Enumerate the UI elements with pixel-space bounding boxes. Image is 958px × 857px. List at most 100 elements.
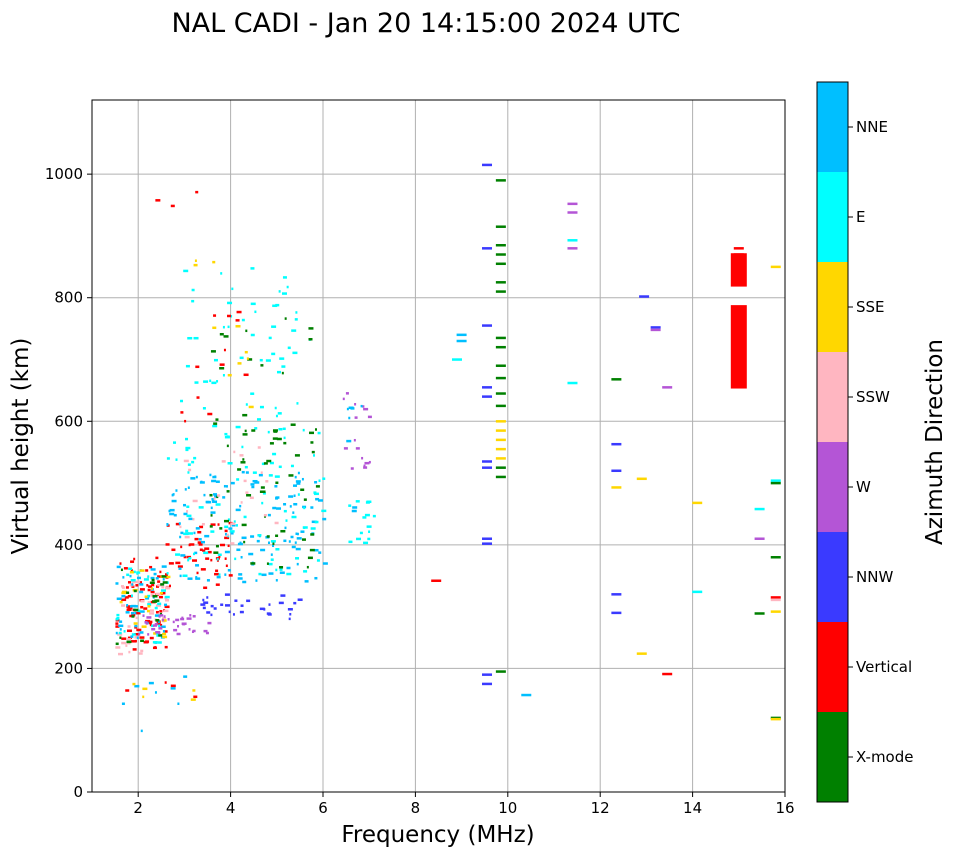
echo-point — [136, 576, 141, 580]
echo-point — [230, 532, 234, 535]
echo-point — [188, 517, 193, 521]
echo-point — [119, 620, 123, 623]
echo-point — [116, 597, 122, 601]
colorbar-swatch — [817, 262, 848, 352]
echo-point — [158, 634, 163, 637]
echo-point — [286, 572, 292, 576]
echo-point — [240, 501, 243, 504]
echo-point — [308, 327, 314, 330]
echo-point — [223, 335, 229, 338]
echo-point — [261, 490, 266, 493]
echo-point — [242, 433, 248, 436]
echo-point — [170, 687, 176, 690]
echo-segment — [567, 381, 578, 385]
echo-point — [189, 543, 195, 546]
echo-segment — [567, 202, 578, 206]
echo-point — [194, 551, 198, 555]
echo-point — [303, 526, 306, 529]
x-axis-ticks: 2 4 6 8 10 12 14 16 — [133, 792, 795, 817]
echo-point — [127, 625, 131, 628]
echo-point — [135, 616, 138, 620]
echo-point — [211, 498, 215, 501]
echo-point — [274, 521, 279, 525]
echo-segment — [692, 501, 703, 505]
echo-point — [142, 687, 148, 691]
echo-point — [354, 403, 357, 406]
echo-point — [241, 536, 247, 540]
echo-point — [176, 632, 181, 636]
echo-point — [158, 615, 161, 618]
echo-point — [348, 504, 352, 507]
echo-point — [162, 578, 165, 581]
echo-point — [227, 314, 232, 318]
echo-segment — [770, 265, 781, 269]
echo-point — [275, 496, 280, 499]
echo-segment — [495, 262, 506, 266]
echo-point — [123, 630, 126, 633]
echo-point — [164, 605, 170, 609]
echo-point — [162, 617, 167, 620]
echo-point — [219, 332, 224, 336]
echo-point — [156, 622, 161, 625]
echo-point — [173, 628, 178, 632]
echo-point — [133, 557, 136, 561]
echo-point — [152, 624, 157, 627]
echo-point — [210, 558, 213, 562]
echo-segment — [733, 247, 744, 250]
echo-point — [183, 532, 189, 536]
echo-point — [127, 638, 132, 641]
echo-point — [140, 605, 144, 609]
echo-point — [161, 585, 165, 589]
echo-point — [273, 430, 278, 433]
echo-point — [131, 604, 137, 608]
echo-point — [192, 559, 198, 562]
echo-point — [271, 352, 276, 356]
echo-point — [187, 558, 190, 562]
echo-point — [283, 436, 286, 440]
echo-point — [216, 575, 221, 579]
echo-point — [350, 407, 355, 410]
echo-point — [152, 646, 157, 650]
echo-point — [122, 590, 128, 594]
echo-point — [193, 336, 199, 340]
echo-point — [179, 535, 182, 539]
echo-point — [185, 364, 190, 368]
echo-point — [194, 259, 197, 262]
echo-point — [346, 439, 352, 443]
echo-point — [272, 544, 275, 548]
echo-point — [207, 621, 212, 625]
echo-point — [252, 479, 258, 483]
echo-point — [147, 633, 150, 636]
echo-point — [185, 446, 191, 450]
echo-point — [293, 484, 298, 487]
echo-point — [263, 462, 268, 465]
echo-point — [160, 623, 163, 627]
echo-point — [200, 480, 203, 484]
echo-point — [205, 631, 209, 635]
colorbar-tick-label: SSW — [856, 388, 890, 406]
echo-point — [259, 607, 265, 611]
echo-point — [147, 585, 152, 588]
echo-segment — [495, 345, 506, 349]
echo-point — [136, 636, 139, 640]
echo-point — [127, 636, 132, 640]
echo-segment — [431, 579, 442, 582]
echo-point — [139, 588, 145, 591]
echo-segment — [770, 598, 781, 602]
echo-point — [280, 594, 286, 597]
echo-point — [164, 586, 170, 590]
echo-segment — [611, 593, 622, 596]
echo-point — [250, 267, 255, 270]
echo-point — [240, 604, 244, 607]
echo-point — [128, 567, 133, 571]
echo-point — [232, 613, 235, 616]
echo-point — [168, 509, 171, 513]
echo-point — [310, 527, 316, 530]
echo-point — [215, 544, 219, 548]
echo-point — [220, 543, 226, 547]
echo-point — [147, 601, 151, 604]
echo-point — [187, 486, 190, 489]
echo-point — [123, 567, 128, 570]
echo-point — [276, 370, 281, 374]
echo-point — [129, 574, 132, 578]
